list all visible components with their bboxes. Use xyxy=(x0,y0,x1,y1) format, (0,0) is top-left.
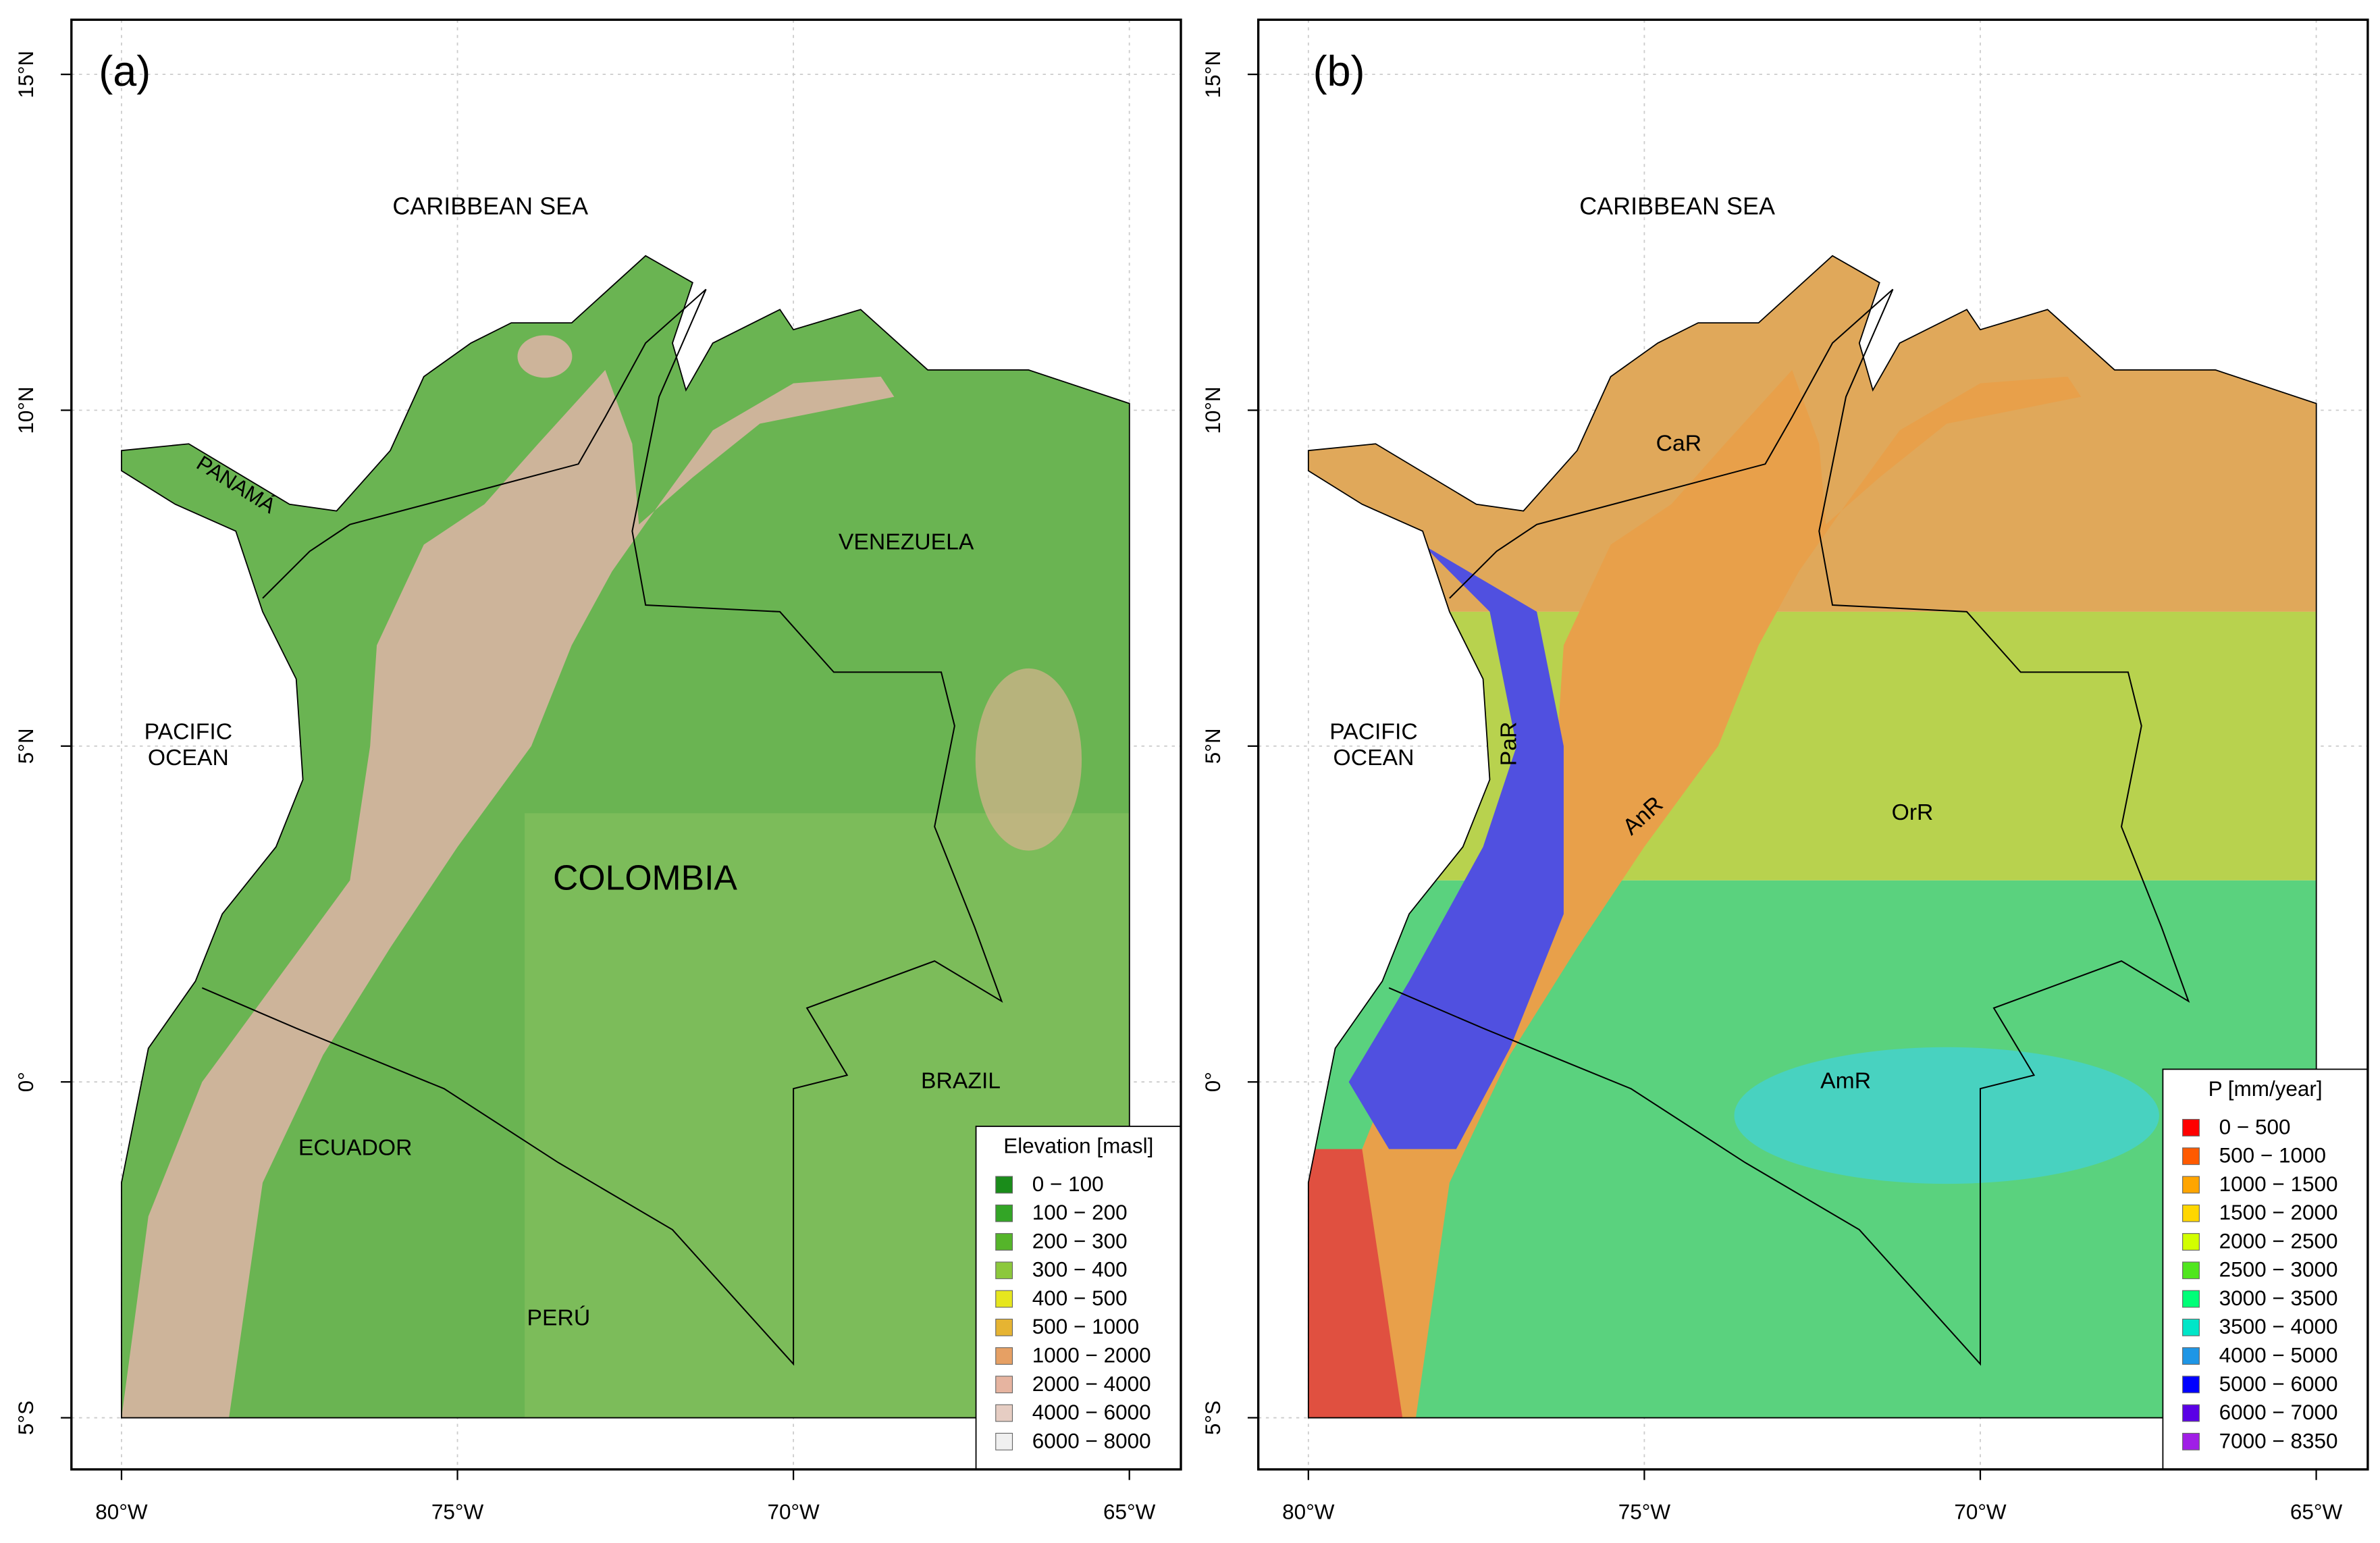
place-label: CaR xyxy=(1656,431,1701,456)
legend-label: 6000 − 7000 xyxy=(2219,1401,2338,1424)
legend-label: 3500 − 4000 xyxy=(2219,1315,2338,1338)
legend-swatch xyxy=(995,1432,1013,1450)
place-label: OrR xyxy=(1892,800,1934,825)
legend-label: 2000 − 2500 xyxy=(2219,1229,2338,1253)
y-tick-label: 15°N xyxy=(14,51,38,98)
legend-swatch xyxy=(2182,1261,2200,1280)
x-tick-label: 65°W xyxy=(2290,1500,2343,1523)
legend-label: 500 − 1000 xyxy=(2219,1144,2326,1168)
legend-label: 400 − 500 xyxy=(1032,1286,1128,1310)
legend-swatch xyxy=(2182,1404,2200,1422)
x-tick-label: 80°W xyxy=(1282,1500,1335,1523)
legend-label: 6000 − 8000 xyxy=(1032,1429,1151,1453)
legend-title: Elevation [masl] xyxy=(1003,1134,1153,1158)
place-label: PACIFIC xyxy=(1329,719,1417,745)
y-tick-label: 10°N xyxy=(1201,386,1225,434)
legend-swatch xyxy=(995,1404,1013,1422)
place-label: VENEZUELA xyxy=(839,529,974,555)
place-label: OCEAN xyxy=(1333,745,1414,770)
panel-label: (b) xyxy=(1313,48,1365,95)
panel-label: (a) xyxy=(99,48,151,95)
legend-swatch xyxy=(2182,1119,2200,1136)
x-tick-label: 75°W xyxy=(431,1500,484,1523)
place-label: PERÚ xyxy=(527,1305,591,1330)
y-tick-label: 5°N xyxy=(1201,728,1225,764)
legend-swatch xyxy=(995,1318,1013,1336)
place-label: PACIFIC xyxy=(144,719,232,745)
legend-label: 4000 − 6000 xyxy=(1032,1401,1151,1424)
x-tick-label: 70°W xyxy=(767,1500,820,1523)
p-orinoco xyxy=(1308,611,2317,881)
legend-swatch xyxy=(2182,1233,2200,1251)
legend-swatch xyxy=(995,1347,1013,1365)
legend-swatch xyxy=(2182,1176,2200,1194)
legend-label: 1000 − 2000 xyxy=(1032,1343,1151,1367)
legend-label: 4000 − 5000 xyxy=(2219,1343,2338,1367)
coastline xyxy=(1307,255,2317,1419)
legend-swatch xyxy=(995,1176,1013,1194)
guiana-highlands xyxy=(975,668,1082,851)
legend-swatch xyxy=(2182,1432,2200,1450)
map-panel: 80°W 75°W 70°W 65°W 15°N 10°N 5°N 0° 5°S CARIBBEA… xyxy=(1201,18,2369,1523)
place-label: OCEAN xyxy=(148,745,229,770)
sierra-nevada xyxy=(517,335,573,378)
p-wet xyxy=(1734,1047,2159,1184)
land xyxy=(1308,255,2317,1418)
legend-swatch xyxy=(2182,1147,2200,1166)
place-label: COLOMBIA xyxy=(553,858,737,897)
legend-label: 3000 − 3500 xyxy=(2219,1286,2338,1310)
legend-label: 7000 − 8350 xyxy=(2219,1429,2338,1453)
legend-label: 2500 − 3000 xyxy=(2219,1258,2338,1282)
map-panel: 80°W 75°W 70°W 65°W 15°N 10°N 5°N 0° 5°S CARIBBEA… xyxy=(14,18,1182,1523)
place-label: ECUADOR xyxy=(298,1135,413,1161)
y-tick-label: 5°S xyxy=(1201,1401,1225,1435)
legend-swatch xyxy=(2182,1376,2200,1394)
andes xyxy=(121,369,895,1418)
legend-swatch xyxy=(995,1233,1013,1251)
x-tick-label: 75°W xyxy=(1618,1500,1671,1523)
x-tick-label: 65°W xyxy=(1103,1500,1156,1523)
legend-label: 5000 − 6000 xyxy=(2219,1372,2338,1396)
legend-label: 300 − 400 xyxy=(1032,1258,1128,1282)
legend-swatch xyxy=(2182,1347,2200,1365)
legend-swatch xyxy=(995,1376,1013,1394)
p-dry xyxy=(1308,1149,1403,1418)
legend-label: 200 − 300 xyxy=(1032,1229,1128,1253)
legend-label: 1000 − 1500 xyxy=(2219,1172,2338,1196)
y-tick-label: 5°N xyxy=(14,728,38,764)
legend-label: 2000 − 4000 xyxy=(1032,1372,1151,1396)
legend-label: 0 − 100 xyxy=(1032,1172,1104,1196)
frame xyxy=(1257,18,2369,1471)
border xyxy=(1388,288,2190,1366)
border xyxy=(201,288,1003,1366)
coastline xyxy=(121,255,1130,1419)
place-label: CARIBBEAN SEA xyxy=(1579,192,1775,219)
place-label: CARIBBEAN SEA xyxy=(392,192,588,219)
y-tick-label: 0° xyxy=(1201,1072,1225,1092)
place-label: AmR xyxy=(1820,1068,1871,1094)
y-tick-label: 0° xyxy=(14,1072,38,1092)
frame xyxy=(70,18,1182,1471)
place-label: PaR xyxy=(1496,722,1522,766)
legend-swatch xyxy=(995,1204,1013,1222)
x-tick-label: 80°W xyxy=(95,1500,148,1523)
p-pacific xyxy=(1348,544,1564,1149)
legend-swatch xyxy=(2182,1290,2200,1308)
legend-title: P [mm/year] xyxy=(2209,1077,2323,1101)
legend-label: 0 − 500 xyxy=(2219,1115,2291,1139)
x-tick-label: 70°W xyxy=(1954,1500,2007,1523)
legend-swatch xyxy=(995,1290,1013,1308)
y-tick-label: 10°N xyxy=(14,386,38,434)
legend-label: 500 − 1000 xyxy=(1032,1315,1139,1338)
y-tick-label: 5°S xyxy=(14,1401,38,1435)
legend-swatch xyxy=(995,1261,1013,1280)
legend-label: 1500 − 2000 xyxy=(2219,1201,2338,1224)
place-label: BRAZIL xyxy=(921,1068,1001,1094)
y-tick-label: 15°N xyxy=(1201,51,1225,98)
legend-label: 100 − 200 xyxy=(1032,1201,1128,1224)
legend-swatch xyxy=(2182,1318,2200,1336)
legend-swatch xyxy=(2182,1204,2200,1222)
